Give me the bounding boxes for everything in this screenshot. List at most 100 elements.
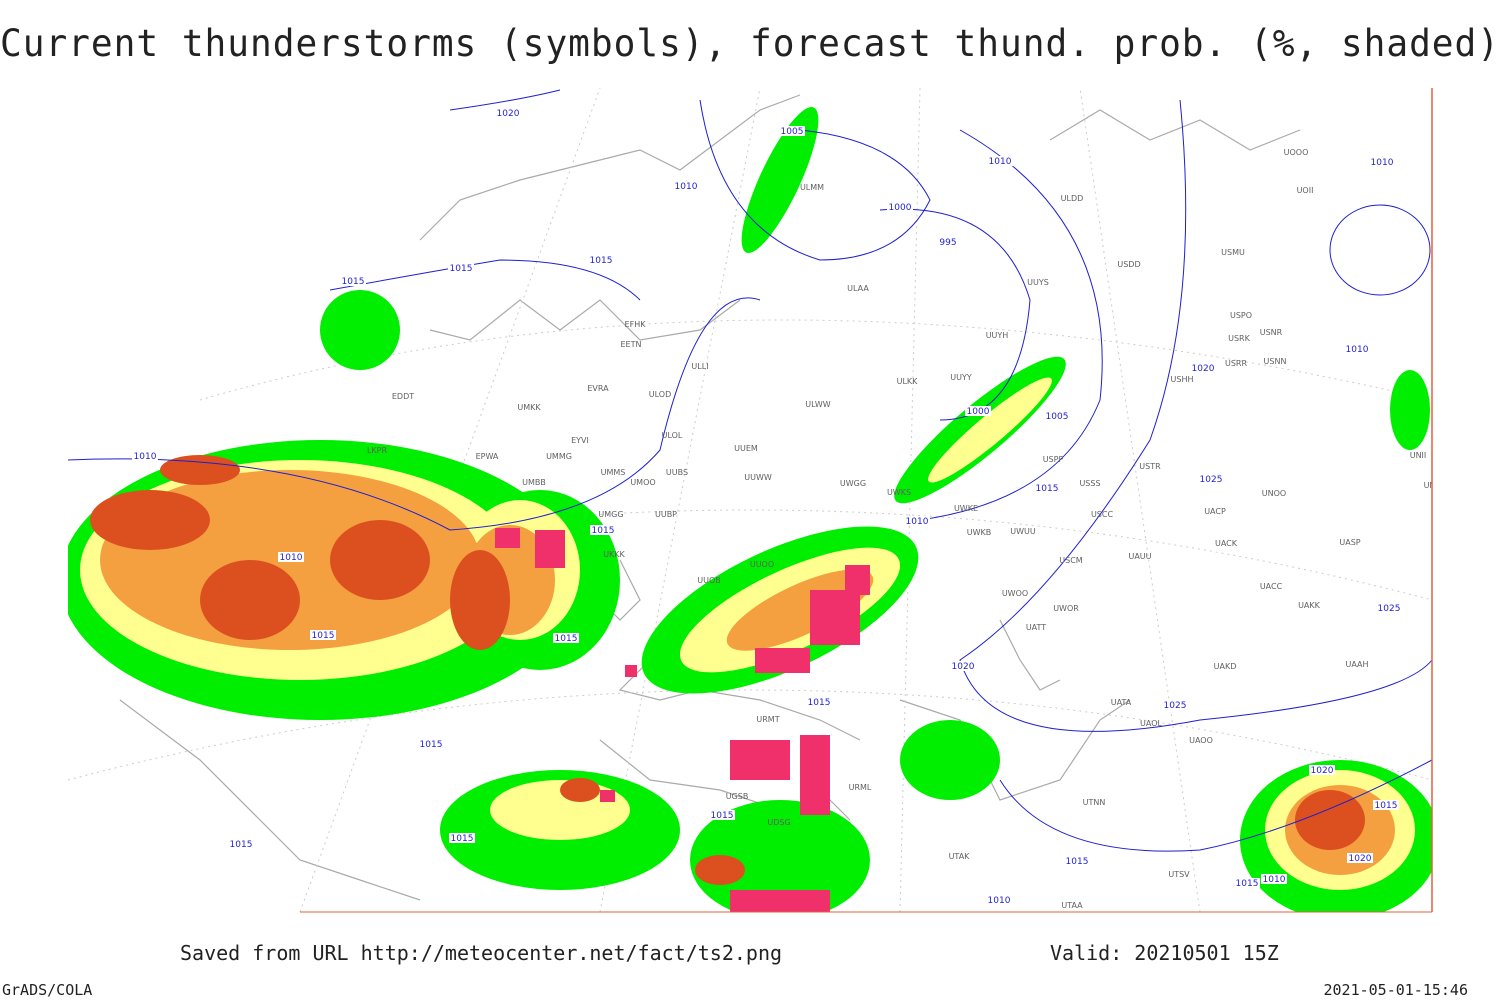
credit: GrADS/COLA	[2, 981, 92, 999]
station-label: UAOL	[1140, 719, 1162, 728]
isobar-label: 1015	[592, 526, 615, 536]
title: Current thunderstorms (symbols), forecas…	[0, 22, 1500, 65]
isobar-label-bg	[1309, 765, 1335, 775]
isobar-label-bg	[1344, 344, 1370, 354]
station-label: UWKB	[967, 528, 992, 537]
isobar-label: 1015	[1036, 484, 1059, 494]
isobar-label-bg	[590, 525, 616, 535]
isobar-label: 1000	[889, 203, 912, 213]
station-label: UMMS	[601, 468, 626, 477]
isobar-label: 1010	[280, 553, 303, 563]
station-label: UUYY	[950, 373, 972, 382]
isobar-label: 1000	[967, 407, 990, 417]
isobar-label: 1015	[451, 834, 474, 844]
station-label: USNN	[1264, 357, 1287, 366]
station-label: UWKS	[887, 488, 911, 497]
isobar-label: 1015	[230, 840, 253, 850]
isobar-label-bg	[1261, 874, 1287, 884]
station-label: USDD	[1117, 260, 1140, 269]
isobar-label-bg	[553, 633, 579, 643]
isobar-label-bg	[904, 516, 930, 526]
station-label: UOOO	[1284, 148, 1309, 157]
isobar-label: 1005	[781, 127, 804, 137]
station-label: UMGG	[598, 510, 623, 519]
isobar-label-bg	[1373, 800, 1399, 810]
isobar-label-bg	[779, 126, 805, 136]
isobar-label: 1010	[988, 896, 1011, 906]
isobar-label: 1005	[1046, 412, 1069, 422]
isobar-label-bg	[1369, 157, 1395, 167]
station-label: EETN	[621, 340, 642, 349]
station-label: UAOO	[1189, 736, 1213, 745]
station-label: EYVI	[571, 436, 589, 445]
isobar-label: 1010	[1346, 345, 1369, 355]
station-label: USTR	[1139, 462, 1161, 471]
isobar-label-bg	[806, 697, 832, 707]
isobar-label: 1010	[1263, 875, 1286, 885]
isobar-label: 1020	[497, 109, 520, 119]
isobar-label: 1020	[1192, 364, 1215, 374]
station-label: UUBP	[655, 510, 677, 519]
isobar-label: 1025	[1378, 604, 1401, 614]
station-label: UWKE	[954, 504, 978, 513]
isobar-label: 1025	[1200, 475, 1223, 485]
station-label: UATT	[1026, 623, 1046, 632]
station-label: UTAK	[949, 852, 971, 861]
isobar-label-bg	[1347, 853, 1373, 863]
isobar-label-bg	[1376, 603, 1402, 613]
station-label: USCM	[1059, 556, 1083, 565]
isobar-label: 1020	[952, 662, 975, 672]
station-label: UAKK	[1298, 601, 1321, 610]
station-label: UNOO	[1262, 489, 1286, 498]
isobar-label: 1010	[989, 157, 1012, 167]
timestamp: 2021-05-01-15:46	[1324, 981, 1469, 999]
isobar-label: 1025	[1164, 701, 1187, 711]
station-label: LKPR	[367, 446, 388, 455]
station-label: ULDD	[1061, 194, 1084, 203]
isobar-label: 1015	[450, 264, 473, 274]
isobar-label-bg	[887, 202, 913, 212]
station-label: UACK	[1215, 539, 1238, 548]
isobar-label: 1020	[1311, 766, 1334, 776]
valid-time: Valid: 20210501 15Z	[1050, 941, 1279, 965]
isobar-label: 1015	[1236, 879, 1259, 889]
isobar-label-bg	[673, 181, 699, 191]
station-label: USCC	[1091, 510, 1114, 519]
station-label: UNII	[1410, 451, 1427, 460]
station-label: UUYS	[1027, 278, 1049, 287]
station-label: UNBB	[1424, 481, 1447, 490]
isobar-label-bg	[965, 406, 991, 416]
station-label: UACC	[1260, 582, 1283, 591]
station-label: EVRA	[587, 384, 609, 393]
isobar-label-bg	[950, 661, 976, 671]
isobar-label: 1015	[808, 698, 831, 708]
station-label: UMOO	[630, 478, 655, 487]
isobar-label-bg	[1198, 474, 1224, 484]
station-label: UMMG	[546, 452, 572, 461]
station-label: EFHK	[625, 320, 647, 329]
station-label: USNR	[1260, 328, 1283, 337]
station-label: UUOB	[697, 576, 721, 585]
isobar-label-bg	[340, 276, 366, 286]
station-label: UDSG	[767, 818, 790, 827]
isobar-label-bg	[310, 630, 336, 640]
isobar-label: 1015	[312, 631, 335, 641]
station-label: EPWA	[476, 452, 499, 461]
map-area: 1020 1005 1010 1010 1000 995 1015 1015 1015 1010 1…	[68, 88, 1447, 913]
station-label: ULAA	[847, 284, 869, 293]
station-label: UACP	[1204, 507, 1226, 516]
isobar-label: 1020	[1349, 854, 1372, 864]
station-label: UMBB	[522, 478, 546, 487]
isobar-label-bg	[1190, 363, 1216, 373]
isobar-label-bg	[495, 108, 521, 118]
station-label: ULMM	[800, 183, 824, 192]
station-label: ULOL	[662, 431, 683, 440]
station-label: USMU	[1221, 248, 1245, 257]
isobar-label-bg	[449, 833, 475, 843]
station-label: ULOD	[649, 390, 671, 399]
station-label: UKKK	[603, 550, 625, 559]
probability-shading	[68, 107, 1432, 912]
station-label: UTSV	[1168, 870, 1190, 879]
isobar-label-bg	[987, 156, 1013, 166]
